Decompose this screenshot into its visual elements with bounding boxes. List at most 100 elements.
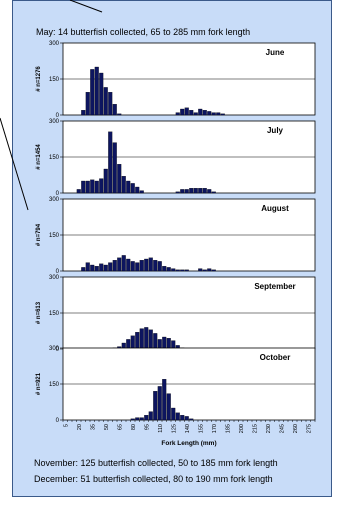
bar-august: [85, 262, 90, 272]
bar-august: [184, 269, 189, 272]
bar-october: [189, 418, 194, 421]
bar-july: [193, 188, 198, 194]
bar-june: [198, 108, 203, 116]
x-tick-label: 215: [252, 424, 258, 433]
x-tick-label: 20: [77, 424, 83, 430]
bar-august: [139, 260, 144, 272]
bar-august: [171, 268, 176, 272]
bar-june: [108, 92, 113, 116]
bar-june: [180, 108, 185, 116]
november-note: November: 125 butterfish collected, 50 t…: [34, 458, 278, 468]
bar-september: [157, 339, 162, 350]
bar-june: [216, 112, 221, 116]
x-tick-label: 275: [306, 424, 312, 433]
bar-august: [121, 255, 126, 272]
bar-july: [211, 191, 216, 194]
bar-july: [108, 131, 113, 194]
bar-june: [85, 92, 90, 116]
bar-october: [157, 386, 162, 421]
bar-october: [130, 418, 135, 421]
bar-july: [180, 189, 185, 194]
bar-july: [103, 168, 108, 194]
bar-august: [198, 268, 203, 272]
bar-august: [117, 257, 122, 272]
bar-august: [153, 260, 158, 272]
y-axis-label-july: # n=1454: [36, 144, 42, 170]
bar-august: [90, 264, 95, 272]
bar-august: [135, 262, 140, 272]
x-tick-label: 170: [212, 424, 218, 433]
bar-august: [211, 269, 216, 272]
bar-august: [108, 262, 113, 272]
y-tick-label: 0: [56, 347, 60, 353]
bar-july: [112, 142, 117, 194]
bar-august: [81, 267, 86, 272]
bar-october: [175, 412, 180, 421]
bar-july: [81, 180, 86, 194]
bar-august: [180, 269, 185, 272]
bar-september: [166, 338, 171, 350]
bar-july: [135, 186, 140, 194]
may-note: May: 14 butterfish collected, 65 to 285 …: [36, 27, 251, 37]
y-tick-label: 150: [49, 382, 60, 388]
bar-july: [76, 189, 81, 194]
bar-june: [94, 66, 99, 116]
chart-title-july: July: [267, 126, 284, 135]
x-tick-label: 200: [239, 424, 245, 433]
x-tick-label: 5: [63, 424, 69, 427]
y-tick-label: 0: [56, 113, 60, 119]
bar-september: [126, 339, 131, 350]
bar-july: [202, 188, 207, 194]
y-tick-label: 0: [56, 269, 60, 275]
bar-august: [144, 258, 149, 272]
arrow-line-lower: [0, 117, 29, 211]
bar-august: [148, 257, 153, 272]
bar-july: [139, 190, 144, 194]
chart-title-september: September: [254, 282, 295, 291]
bar-june: [220, 113, 225, 116]
bar-september: [148, 329, 153, 350]
arrow-line-upper: [69, 0, 103, 13]
bar-august: [94, 266, 99, 272]
bar-october: [166, 393, 171, 421]
y-tick-label: 0: [56, 418, 60, 424]
bar-august: [166, 267, 171, 272]
chart-title-june: June: [266, 48, 285, 57]
chart-title-august: August: [261, 204, 289, 213]
bar-june: [99, 72, 104, 116]
bar-august: [130, 261, 135, 272]
x-tick-label: 140: [185, 424, 191, 433]
bar-august: [126, 258, 131, 272]
y-axis-label-june: # n=1276: [36, 66, 42, 92]
x-tick-label: 260: [293, 424, 299, 433]
y-tick-label: 300: [49, 275, 60, 281]
bar-october: [184, 416, 189, 421]
x-tick-label: 245: [279, 424, 285, 433]
bar-july: [85, 180, 90, 194]
y-tick-label: 0: [56, 191, 60, 197]
bar-june: [193, 112, 198, 116]
bar-september: [162, 336, 167, 350]
y-axis-label-august: # n=794: [36, 223, 42, 246]
bar-july: [121, 176, 126, 194]
bar-july: [189, 188, 194, 194]
december-note: December: 51 butterfish collected, 80 to…: [34, 474, 273, 484]
bar-september: [130, 335, 135, 350]
bar-october: [139, 417, 144, 421]
bar-july: [94, 180, 99, 194]
bar-july: [117, 164, 122, 194]
x-tick-label: 110: [158, 424, 164, 433]
bar-june: [189, 110, 194, 116]
y-tick-label: 300: [49, 346, 60, 352]
y-axis-label-october: # n=921: [36, 372, 42, 395]
bar-june: [202, 110, 207, 116]
x-tick-label: 65: [117, 424, 123, 430]
bar-july: [130, 183, 135, 194]
bar-september: [144, 327, 149, 350]
x-tick-label: 80: [131, 424, 137, 430]
bar-july: [198, 188, 203, 194]
bar-june: [103, 87, 108, 116]
bar-june: [117, 113, 122, 116]
bar-june: [211, 112, 216, 116]
